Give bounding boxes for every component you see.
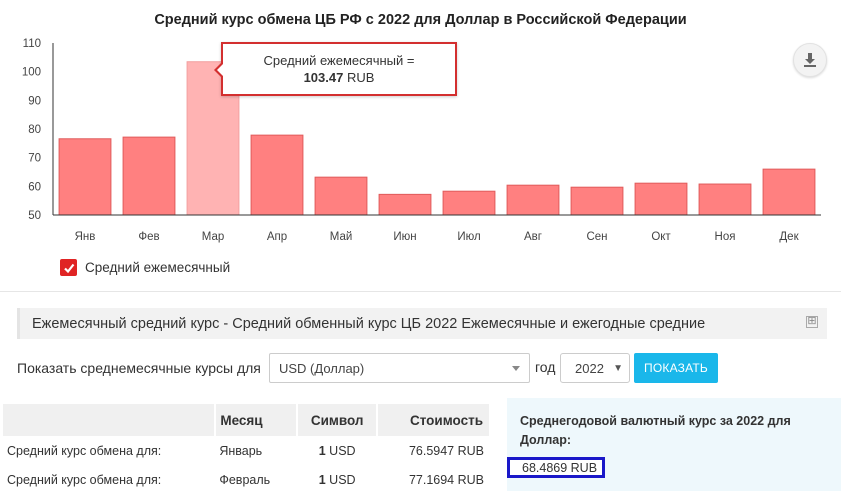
bar-Авг[interactable] [506, 184, 560, 216]
annual-average-panel: Среднегодовой валютный курс за 2022 для … [507, 398, 841, 491]
bars [58, 61, 816, 216]
row-symbol-code: USD [329, 472, 356, 487]
expand-icon[interactable]: ⊞ [806, 316, 818, 328]
show-button[interactable]: ПОКАЗАТЬ [634, 353, 718, 383]
row-label: Средний курс обмена для: [7, 443, 162, 458]
y-tick-label: 100 [22, 67, 41, 79]
year-select[interactable]: 2022 ▼ [560, 353, 630, 383]
chart-card: Средний курс обмена ЦБ РФ с 2022 для Дол… [0, 12, 841, 292]
y-tick-label: 110 [23, 38, 41, 50]
row-symbol: 1 USD [297, 436, 377, 465]
bar-Июн[interactable] [378, 193, 432, 216]
bar-Ноя[interactable] [698, 183, 752, 216]
x-tick-label: Ноя [715, 231, 736, 243]
caret-down-icon [512, 366, 520, 371]
year-value: 2022 [575, 360, 604, 376]
tooltip-label: Средний ежемесячный = [263, 53, 415, 68]
row-month: Январь [219, 443, 263, 458]
bar-Фев[interactable] [122, 136, 176, 216]
bar-Янв[interactable] [58, 138, 112, 216]
x-tick-label: Май [330, 231, 353, 243]
currency-value: USD (Доллар) [279, 360, 365, 376]
row-symbol-amount: 1 [318, 472, 326, 487]
y-tick-label: 80 [28, 124, 41, 136]
table-header-symbol: Символ [297, 404, 379, 436]
section-header: Ежемесячный средний курс - Средний обмен… [17, 308, 827, 339]
row-symbol-amount: 1 [318, 443, 326, 458]
show-label: Показать среднемесячные курсы для [17, 359, 261, 376]
bar-Дек[interactable] [762, 168, 816, 216]
table-header-label [3, 404, 217, 436]
x-tick-label: Дек [779, 231, 799, 243]
y-axis-labels: 50 60 70 80 90 100 110 [22, 38, 41, 222]
year-label: год [535, 359, 556, 375]
form-row: Показать среднемесячные курсы для [17, 352, 261, 383]
x-tick-label: Окт [651, 231, 671, 243]
table-header-value: Стоимость [377, 404, 491, 436]
download-icon [804, 53, 816, 67]
x-tick-label: Июл [457, 231, 480, 243]
section-title: Ежемесячный средний курс - Средний обмен… [32, 315, 706, 332]
table-row: Средний курс обмена для: Январь 1 USD 76… [3, 436, 490, 465]
expand-glyph: ⊞ [807, 315, 817, 327]
tooltip-unit: RUB [346, 70, 375, 85]
bar-Июл[interactable] [442, 190, 496, 216]
tooltip-arrow-inner [217, 64, 223, 76]
y-tick-label: 60 [28, 181, 41, 193]
x-tick-label: Июн [393, 231, 416, 243]
row-value: 77.1694 RUB [408, 472, 484, 487]
chart-title: Средний курс обмена ЦБ РФ с 2022 для Дол… [154, 12, 687, 28]
table-row: Средний курс обмена для: Февраль 1 USD 7… [3, 465, 490, 491]
bar-chart: 50 60 70 80 90 100 110 Янв Фев Мар Апр Май Июн Июл Ав… [22, 38, 821, 243]
row-value: 76.5947 RUB [408, 443, 484, 458]
x-tick-label: Мар [202, 231, 225, 243]
currency-select[interactable]: USD (Доллар) [269, 353, 530, 383]
x-tick-label: Янв [75, 231, 96, 243]
x-tick-label: Апр [267, 231, 287, 243]
legend-item[interactable]: Средний ежемесячный [60, 259, 230, 276]
bar-Сен[interactable] [570, 186, 624, 216]
legend-checkbox[interactable] [60, 259, 77, 276]
annual-title: Среднегодовой валютный курс за 2022 для … [520, 414, 791, 447]
row-symbol-code: USD [329, 443, 356, 458]
x-axis-labels: Янв Фев Мар Апр Май Июн Июл Авг Сен Окт Ноя Дек [75, 231, 800, 243]
y-tick-label: 90 [28, 95, 41, 107]
row-label: Средний курс обмена для: [7, 472, 162, 487]
bar-Окт[interactable] [634, 182, 688, 216]
x-tick-label: Фев [138, 231, 159, 243]
chevron-down-icon: ▼ [613, 363, 623, 374]
chart-tooltip: Средний ежемесячный = 103.47 RUB [214, 42, 457, 96]
download-button[interactable] [793, 43, 827, 77]
x-tick-label: Сен [586, 231, 607, 243]
x-tick-label: Авг [524, 231, 542, 243]
checkmark-icon [63, 263, 74, 273]
row-symbol: 1 USD [297, 465, 377, 491]
row-month: Февраль [219, 472, 271, 487]
y-tick-label: 50 [28, 210, 41, 222]
table-header-row: Месяц Символ Стоимость [3, 404, 491, 436]
bar-Апр[interactable] [250, 134, 304, 216]
legend-label: Средний ежемесячный [85, 260, 231, 275]
table-header-month: Месяц [215, 404, 299, 436]
rates-table: Месяц Символ Стоимость Средний курс обме… [3, 404, 491, 491]
annual-value: 68.4869 RUB [507, 457, 605, 478]
bar-Май[interactable] [314, 176, 368, 216]
tooltip-value-line: 103.47 RUB [223, 69, 455, 86]
y-tick-label: 70 [28, 153, 41, 165]
tooltip-value: 103.47 [303, 70, 344, 85]
